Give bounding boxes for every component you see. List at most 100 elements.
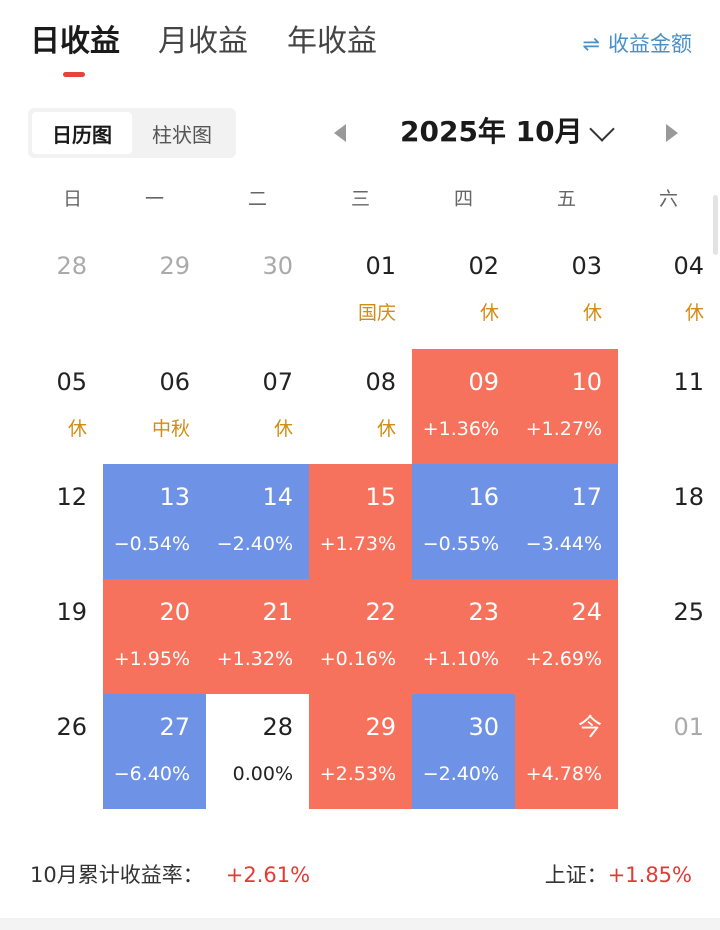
day-number: 14 (262, 483, 293, 511)
day-number: 02 (468, 252, 499, 280)
daily-return: +1.73% (319, 533, 396, 555)
day-number: 30 (468, 713, 499, 741)
daily-return: +1.32% (216, 648, 293, 670)
chevron-down-icon[interactable] (589, 116, 615, 142)
calendar-day-cell[interactable]: 20 +1.95% (103, 579, 206, 694)
calendar-day-cell[interactable]: 今 +4.78% (515, 694, 618, 809)
calendar-day-cell[interactable]: 06 中秋 (103, 349, 206, 464)
calendar-day-cell[interactable]: 05 休 (0, 349, 103, 464)
day-number: 22 (365, 598, 396, 626)
holiday-label: 中秋 (151, 418, 190, 440)
tab-daily-earnings[interactable]: 日收益 (30, 24, 120, 59)
calendar-day-cell[interactable]: 03 休 (515, 233, 618, 348)
calendar-day-cell[interactable]: 30 −2.40% (412, 694, 515, 809)
calendar-view-button[interactable]: 日历图 (32, 112, 132, 154)
daily-return: −3.44% (525, 533, 602, 555)
day-number: 19 (56, 598, 87, 626)
weekday-label: 四 (453, 188, 473, 210)
index-return-summary: 上证：+1.85% (545, 860, 692, 890)
index-return-value: +1.85% (607, 863, 692, 887)
weekday-label: 日 (62, 188, 82, 210)
day-number: 25 (673, 598, 704, 626)
cumulative-return-value: +2.61% (225, 863, 311, 887)
calendar-day-cell[interactable]: 02 休 (412, 233, 515, 348)
calendar-day-cell[interactable]: 07 休 (206, 349, 309, 464)
holiday-label: 休 (376, 418, 396, 440)
holiday-label: 休 (684, 302, 704, 324)
calendar-day-cell[interactable]: 26 (0, 694, 103, 809)
tab-monthly-earnings[interactable]: 月收益 (158, 24, 248, 59)
calendar-day-cell[interactable]: 16 −0.55% (412, 464, 515, 579)
tab-yearly-earnings[interactable]: 年收益 (287, 24, 377, 59)
day-number: 21 (262, 598, 293, 626)
day-number: 20 (159, 598, 190, 626)
footer-divider (0, 918, 720, 930)
weekday-label: 三 (350, 188, 370, 210)
calendar-day-cell[interactable]: 19 (0, 579, 103, 694)
calendar-day-cell[interactable]: 21 +1.32% (206, 579, 309, 694)
day-number: 16 (468, 483, 499, 511)
calendar-day-cell[interactable]: 10 +1.27% (515, 349, 618, 464)
holiday-label: 国庆 (357, 302, 396, 324)
day-number: 24 (571, 598, 602, 626)
calendar-day-cell[interactable]: 17 −3.44% (515, 464, 618, 579)
calendar-day-cell[interactable]: 01 (617, 694, 720, 809)
day-number: 今 (578, 713, 602, 741)
holiday-label: 休 (273, 418, 293, 440)
bar-chart-view-button[interactable]: 柱状图 (152, 122, 212, 147)
daily-return: −0.55% (422, 533, 499, 555)
day-number: 08 (365, 368, 396, 396)
calendar-day-cell[interactable]: 12 (0, 464, 103, 579)
calendar-day-cell[interactable]: 11 (617, 349, 720, 464)
holiday-label: 休 (67, 418, 87, 440)
calendar-day-cell[interactable]: 23 +1.10% (412, 579, 515, 694)
earnings-period-tabs: 日收益 月收益 年收益 ⇌ 收益金额 (0, 0, 720, 90)
holiday-label: 休 (582, 302, 602, 324)
prev-month-arrow-icon[interactable] (334, 124, 346, 142)
day-number: 28 (56, 252, 87, 280)
day-number: 13 (159, 483, 190, 511)
calendar-day-cell[interactable]: 22 +0.16% (309, 579, 412, 694)
calendar-day-cell[interactable]: 27 −6.40% (103, 694, 206, 809)
calendar-day-cell[interactable]: 24 +2.69% (515, 579, 618, 694)
day-number: 29 (159, 252, 190, 280)
day-number: 04 (673, 252, 704, 280)
calendar-day-cell[interactable]: 15 +1.73% (309, 464, 412, 579)
calendar-day-cell[interactable]: 14 −2.40% (206, 464, 309, 579)
day-number: 17 (571, 483, 602, 511)
day-number: 07 (262, 368, 293, 396)
swap-arrows-icon: ⇌ (582, 32, 600, 56)
calendar-day-cell[interactable]: 04 休 (617, 233, 720, 348)
day-number: 26 (56, 713, 87, 741)
weekday-label: 六 (658, 188, 678, 210)
calendar-day-cell[interactable]: 29 +2.53% (309, 694, 412, 809)
daily-return: +1.10% (422, 648, 499, 670)
calendar-day-cell[interactable]: 18 (617, 464, 720, 579)
day-number: 10 (571, 368, 602, 396)
calendar-day-cell[interactable]: 29 (103, 233, 206, 348)
day-number: 29 (365, 713, 396, 741)
calendar-day-cell[interactable]: 30 (206, 233, 309, 348)
scrollbar[interactable] (713, 195, 718, 255)
day-number: 15 (365, 483, 396, 511)
calendar-day-cell[interactable]: 28 (0, 233, 103, 348)
cumulative-return-label: 10月累计收益率： (30, 863, 204, 887)
calendar-day-cell[interactable]: 25 (617, 579, 720, 694)
daily-return: +1.95% (113, 648, 190, 670)
switch-to-amount-label: 收益金额 (608, 32, 692, 56)
calendar-day-cell[interactable]: 09 +1.36% (412, 349, 515, 464)
day-number: 01 (673, 713, 704, 741)
calendar-day-cell[interactable]: 13 −0.54% (103, 464, 206, 579)
calendar-day-cell[interactable]: 28 0.00% (206, 694, 309, 809)
daily-return: 0.00% (232, 763, 293, 785)
calendar-day-cell[interactable]: 08 休 (309, 349, 412, 464)
day-number: 23 (468, 598, 499, 626)
month-title[interactable]: 2025年 10月 (400, 115, 583, 148)
switch-to-amount-button[interactable]: ⇌ 收益金额 (582, 30, 692, 58)
day-number: 30 (262, 252, 293, 280)
daily-return: +1.27% (525, 418, 602, 440)
day-number: 12 (56, 483, 87, 511)
next-month-arrow-icon[interactable] (666, 124, 678, 142)
view-toggle: 日历图 柱状图 (28, 108, 236, 158)
calendar-day-cell[interactable]: 01 国庆 (309, 233, 412, 348)
